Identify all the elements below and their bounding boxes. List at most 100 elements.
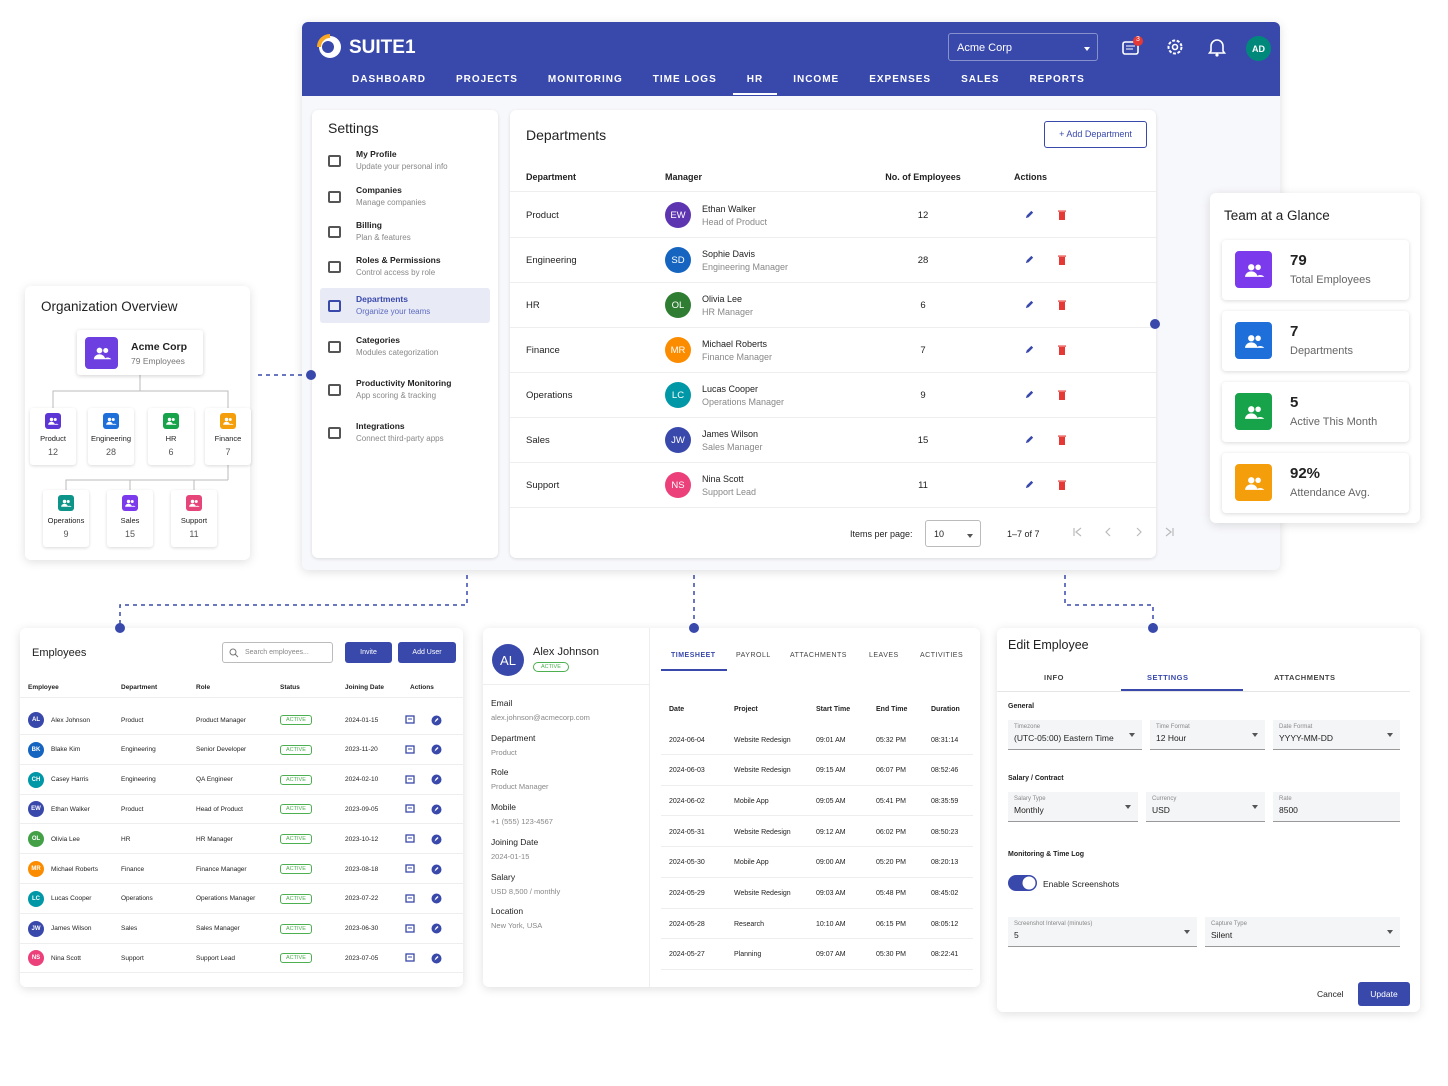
employee-row[interactable]: LC Lucas Cooper Operations Operations Manag… bbox=[20, 885, 463, 914]
view-icon[interactable] bbox=[405, 774, 415, 785]
update-button[interactable]: Update bbox=[1358, 982, 1410, 1006]
add-user-button[interactable]: Add User bbox=[398, 642, 456, 663]
form-field[interactable]: Rate 8500 bbox=[1273, 792, 1400, 822]
edit-icon[interactable] bbox=[1024, 209, 1035, 220]
settings-item[interactable]: Productivity Monitoring App scoring & tra… bbox=[356, 378, 451, 400]
delete-icon[interactable] bbox=[1057, 344, 1067, 356]
edit-icon[interactable] bbox=[431, 744, 442, 755]
settings-item[interactable]: Companies Manage companies bbox=[356, 185, 426, 207]
notifications-icon[interactable] bbox=[1208, 37, 1226, 57]
employee-row[interactable]: JW James Wilson Sales Sales Manager ACTIVE 20… bbox=[20, 915, 463, 944]
nav-item[interactable]: HR bbox=[732, 74, 778, 95]
field-label: Currency bbox=[1152, 796, 1177, 802]
stat-icon bbox=[1235, 464, 1272, 501]
employee-row[interactable]: BK Blake Kim Engineering Senior Developer AC… bbox=[20, 736, 463, 765]
edit-icon[interactable] bbox=[1024, 389, 1035, 400]
edit-icon[interactable] bbox=[431, 893, 442, 904]
profile-tab[interactable]: ATTACHMENTS bbox=[790, 652, 847, 659]
edit-tab[interactable]: SETTINGS bbox=[1147, 673, 1189, 682]
employee-row[interactable]: AL Alex Johnson Product Product Manager ACTI… bbox=[20, 706, 463, 735]
settings-item[interactable]: Roles & Permissions Control access by rol… bbox=[356, 255, 441, 277]
edit-icon[interactable] bbox=[1024, 479, 1035, 490]
column-header: No. of Employees bbox=[885, 171, 961, 182]
delete-icon[interactable] bbox=[1057, 209, 1067, 221]
nav-item[interactable]: PROJECTS bbox=[456, 74, 518, 85]
edit-icon[interactable] bbox=[431, 953, 442, 964]
profile-tab[interactable]: LEAVES bbox=[869, 652, 899, 659]
delete-icon[interactable] bbox=[1057, 254, 1067, 266]
nav-item[interactable]: DASHBOARD bbox=[352, 74, 426, 85]
profile-tab[interactable]: ACTIVITIES bbox=[920, 652, 964, 659]
settings-item[interactable]: Departments Organize your teams bbox=[356, 294, 430, 316]
nav-item[interactable]: EXPENSES bbox=[869, 74, 932, 85]
view-icon[interactable] bbox=[405, 745, 415, 755]
pager-icon[interactable] bbox=[1134, 526, 1144, 538]
pager-icon[interactable] bbox=[1165, 526, 1175, 538]
form-field[interactable]: Currency USD bbox=[1146, 792, 1265, 822]
company-select[interactable]: Acme Corp bbox=[948, 33, 1098, 61]
edit-icon[interactable] bbox=[431, 834, 442, 845]
employee-cell: MR Michael Roberts bbox=[28, 861, 121, 877]
settings-icon[interactable] bbox=[1165, 37, 1185, 57]
edit-icon[interactable] bbox=[431, 923, 442, 934]
view-icon[interactable] bbox=[405, 923, 415, 934]
view-icon[interactable] bbox=[405, 804, 415, 814]
settings-item[interactable]: Integrations Connect third-party apps bbox=[356, 421, 444, 443]
pager-icon[interactable] bbox=[1072, 526, 1082, 538]
form-field[interactable]: Salary Type Monthly bbox=[1008, 792, 1138, 822]
messages-icon[interactable] bbox=[1120, 36, 1144, 58]
delete-icon[interactable] bbox=[1057, 389, 1067, 401]
form-field[interactable]: Capture Type Silent bbox=[1205, 917, 1400, 947]
view-icon[interactable] bbox=[405, 715, 415, 725]
user-avatar[interactable]: AD bbox=[1246, 36, 1271, 61]
employee-row[interactable]: CH Casey Harris Engineering QA Engineer ACTI… bbox=[20, 766, 463, 795]
profile-tab[interactable]: PAYROLL bbox=[736, 652, 771, 659]
toggle[interactable] bbox=[1008, 874, 1038, 892]
view-icon[interactable] bbox=[405, 894, 415, 904]
unit-icon bbox=[45, 413, 61, 429]
edit-icon[interactable] bbox=[1024, 434, 1035, 445]
company-sub: 79 Employees bbox=[131, 356, 185, 366]
profile-tab[interactable]: TIMESHEET bbox=[671, 652, 716, 659]
edit-icon[interactable] bbox=[1024, 299, 1035, 310]
cancel-button[interactable]: Cancel bbox=[1317, 989, 1344, 999]
view-icon[interactable] bbox=[405, 834, 415, 844]
add-department-button[interactable]: + Add Department bbox=[1044, 121, 1147, 148]
edit-icon[interactable] bbox=[431, 715, 442, 726]
form-field[interactable]: Screenshot Interval (minutes) 5 bbox=[1008, 917, 1197, 947]
search-box[interactable]: Search employees... bbox=[222, 642, 333, 663]
employee-row[interactable]: OL Olivia Lee HR HR Manager ACTIVE 2023-10-12 bbox=[20, 825, 463, 855]
edit-icon[interactable] bbox=[1024, 344, 1035, 355]
form-field[interactable]: Time Format 12 Hour bbox=[1150, 720, 1265, 750]
delete-icon[interactable] bbox=[1057, 434, 1067, 446]
employee-avatar: EW bbox=[28, 801, 44, 818]
employee-row[interactable]: NS Nina Scott Support Support Lead ACTIVE 202… bbox=[20, 944, 463, 974]
form-field[interactable]: Date Format YYYY-MM-DD bbox=[1273, 720, 1400, 750]
employee-department: Engineering bbox=[121, 776, 156, 784]
pager-icon[interactable] bbox=[1103, 526, 1113, 538]
view-icon[interactable] bbox=[405, 864, 415, 874]
page-size-select[interactable]: 10 bbox=[925, 520, 981, 547]
edit-icon[interactable] bbox=[431, 864, 442, 875]
settings-item[interactable]: Billing Plan & features bbox=[356, 220, 411, 242]
nav-item[interactable]: TIME LOGS bbox=[652, 74, 717, 85]
edit-tab[interactable]: ATTACHMENTS bbox=[1274, 673, 1336, 682]
employee-row[interactable]: EW Ethan Walker Product Head of Product ACTI… bbox=[20, 795, 463, 825]
employees-panel: Employees Search employees... Invite Add… bbox=[20, 628, 463, 987]
view-icon[interactable] bbox=[405, 953, 415, 963]
settings-item[interactable]: Categories Modules categorization bbox=[356, 335, 438, 357]
delete-icon[interactable] bbox=[1057, 479, 1067, 491]
invite-button[interactable]: Invite bbox=[345, 642, 392, 663]
edit-icon[interactable] bbox=[431, 774, 442, 785]
nav-item[interactable]: REPORTS bbox=[1029, 74, 1085, 85]
form-field[interactable]: Timezone (UTC-05:00) Eastern Time bbox=[1008, 720, 1142, 750]
nav-item[interactable]: INCOME bbox=[793, 74, 840, 85]
delete-icon[interactable] bbox=[1057, 299, 1067, 311]
edit-tab[interactable]: INFO bbox=[1044, 673, 1064, 682]
settings-item[interactable]: My Profile Update your personal info bbox=[356, 149, 448, 171]
nav-item[interactable]: MONITORING bbox=[547, 74, 623, 85]
employee-row[interactable]: MR Michael Roberts Finance Finance Manager A… bbox=[20, 855, 463, 884]
nav-item[interactable]: SALES bbox=[961, 74, 1000, 85]
edit-icon[interactable] bbox=[431, 804, 442, 815]
edit-icon[interactable] bbox=[1024, 254, 1035, 265]
